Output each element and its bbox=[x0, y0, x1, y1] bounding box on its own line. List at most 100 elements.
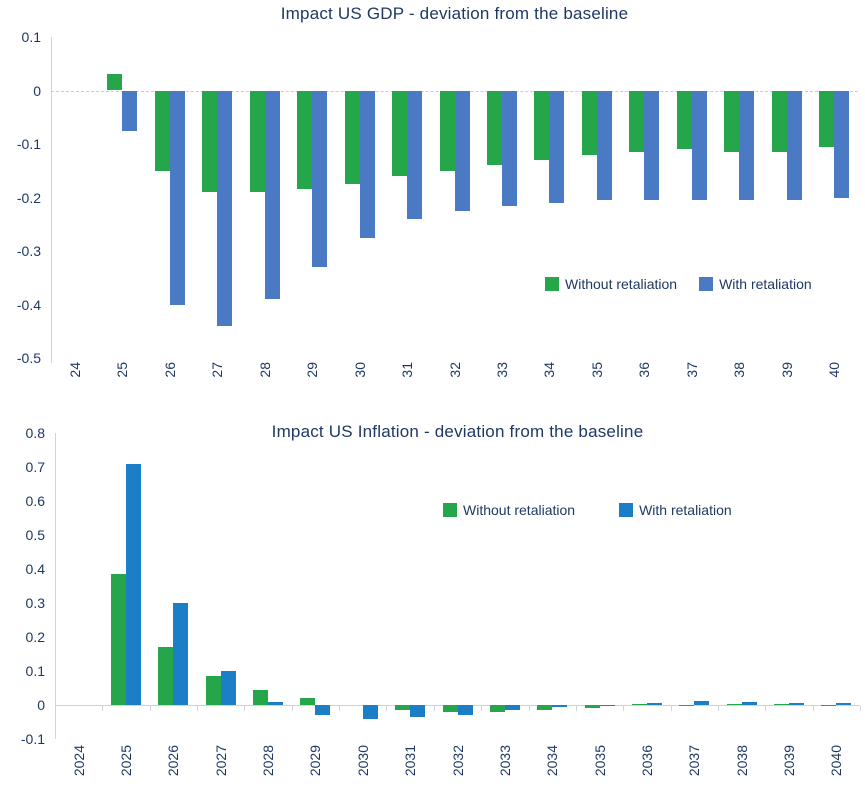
bar-without-retaliation bbox=[584, 705, 600, 709]
bar-with-retaliation bbox=[788, 702, 804, 705]
bar-without-retaliation bbox=[158, 647, 174, 705]
legend-item-without-retaliation: Without retaliation bbox=[545, 276, 677, 292]
x-axis-label: 32 bbox=[445, 362, 465, 398]
bar-with-retaliation bbox=[126, 463, 142, 705]
x-axis-tick bbox=[149, 706, 151, 711]
x-axis-label-text: 2034 bbox=[544, 745, 561, 777]
legend-item-without-retaliation: Without retaliation bbox=[443, 502, 575, 518]
bar-with-retaliation bbox=[549, 90, 565, 203]
bar-without-retaliation bbox=[253, 689, 269, 705]
x-axis-label-text: 2026 bbox=[165, 745, 182, 777]
x-axis-label-text: 2027 bbox=[212, 745, 229, 777]
bar-with-retaliation bbox=[596, 90, 612, 201]
x-axis-label: 24 bbox=[65, 362, 85, 398]
legend-label: With retaliation bbox=[639, 502, 732, 518]
bar-without-retaliation bbox=[489, 705, 505, 712]
inflation-chart: Impact US Inflation - deviation from the… bbox=[0, 420, 865, 812]
y-tick-label: 0 bbox=[37, 697, 45, 713]
x-axis-label-text: 26 bbox=[161, 362, 178, 378]
x-axis-label-text: 2032 bbox=[449, 745, 466, 777]
bar-without-retaliation bbox=[392, 90, 408, 177]
bar-with-retaliation bbox=[504, 705, 520, 711]
bar-without-retaliation bbox=[300, 698, 316, 705]
bar-without-retaliation bbox=[819, 90, 835, 147]
x-axis-label-text: 29 bbox=[304, 362, 321, 378]
gdp-chart: Impact US GDP - deviation from the basel… bbox=[16, 4, 858, 398]
x-axis-label: 33 bbox=[492, 362, 512, 398]
x-axis-label-text: 25 bbox=[114, 362, 131, 378]
x-axis-label-text: 2028 bbox=[260, 745, 277, 777]
x-axis-label-text: 2039 bbox=[780, 745, 797, 777]
bar-with-retaliation bbox=[834, 90, 850, 198]
x-axis-tick bbox=[433, 706, 435, 711]
bar-without-retaliation bbox=[821, 704, 837, 706]
bar-with-retaliation bbox=[741, 702, 757, 705]
y-tick-label: 0.2 bbox=[25, 629, 45, 645]
bar-with-retaliation bbox=[646, 703, 662, 705]
bar-without-retaliation bbox=[297, 90, 313, 190]
x-axis-label: 34 bbox=[539, 362, 559, 398]
x-axis-label: 2040 bbox=[826, 745, 846, 801]
x-axis-label: 39 bbox=[777, 362, 797, 398]
bar-without-retaliation bbox=[629, 90, 645, 153]
bar-without-retaliation bbox=[581, 90, 597, 155]
x-axis-label: 2025 bbox=[116, 745, 136, 801]
bar-with-retaliation bbox=[217, 90, 233, 326]
y-tick-label: -0.1 bbox=[20, 731, 45, 747]
x-axis-label: 2030 bbox=[353, 745, 373, 801]
bar-without-retaliation bbox=[395, 705, 411, 711]
bar-without-retaliation bbox=[676, 90, 692, 150]
bar-without-retaliation bbox=[202, 90, 218, 193]
x-axis-label: 36 bbox=[634, 362, 654, 398]
bar-with-retaliation bbox=[552, 705, 568, 707]
bar-without-retaliation bbox=[537, 705, 553, 711]
x-axis-label: 2036 bbox=[637, 745, 657, 801]
legend: Without retaliation With retaliation bbox=[443, 502, 732, 518]
x-axis-label: 2038 bbox=[732, 745, 752, 801]
x-axis-tick bbox=[102, 706, 104, 711]
y-tick-label: -0.1 bbox=[16, 136, 41, 152]
bar-with-retaliation bbox=[264, 90, 280, 300]
bar-without-retaliation bbox=[679, 704, 695, 706]
bar-with-retaliation bbox=[220, 671, 236, 705]
bar-with-retaliation bbox=[454, 90, 470, 211]
x-axis-label-text: 2037 bbox=[686, 745, 703, 777]
bar-with-retaliation bbox=[315, 705, 331, 716]
y-tick-label: 0 bbox=[33, 82, 41, 99]
x-axis-label: 2028 bbox=[258, 745, 278, 801]
bar-without-retaliation bbox=[771, 90, 787, 153]
legend-item-with-retaliation: With retaliation bbox=[699, 276, 812, 292]
x-axis-label-text: 30 bbox=[351, 362, 368, 378]
bar-with-retaliation bbox=[786, 90, 802, 201]
y-axis-line bbox=[55, 433, 56, 739]
legend-label: Without retaliation bbox=[565, 276, 678, 292]
x-axis-label-text: 28 bbox=[256, 362, 273, 378]
x-axis-label-text: 24 bbox=[66, 362, 83, 378]
bar-without-retaliation bbox=[726, 703, 742, 705]
chart-title: Impact US GDP - deviation from the basel… bbox=[280, 4, 629, 23]
bar-with-retaliation bbox=[691, 90, 707, 201]
y-axis-line bbox=[51, 37, 52, 363]
x-axis-tick bbox=[197, 706, 199, 711]
y-tick-label: 0.8 bbox=[25, 425, 45, 441]
x-axis-tick bbox=[55, 706, 56, 711]
legend: Without retaliation With retaliation bbox=[545, 276, 812, 292]
bar-with-retaliation bbox=[410, 705, 426, 717]
x-axis-label-text: 39 bbox=[778, 362, 795, 378]
bar-with-retaliation bbox=[312, 90, 328, 268]
x-axis-tick bbox=[481, 706, 483, 711]
x-axis-label-text: 36 bbox=[636, 362, 653, 378]
x-axis-label: 28 bbox=[255, 362, 275, 398]
bar-with-retaliation bbox=[268, 701, 284, 705]
y-tick-label: 0.6 bbox=[25, 493, 45, 509]
bar-without-retaliation bbox=[486, 90, 502, 166]
legend-item-with-retaliation: With retaliation bbox=[619, 502, 732, 518]
bar-without-retaliation bbox=[205, 676, 221, 705]
x-axis-label-text: 33 bbox=[493, 362, 510, 378]
x-axis-tick bbox=[765, 706, 767, 711]
x-axis-label: 2024 bbox=[69, 745, 89, 801]
legend-label: Without retaliation bbox=[463, 502, 576, 518]
x-axis-label: 2034 bbox=[542, 745, 562, 801]
x-axis-label: 2031 bbox=[400, 745, 420, 801]
